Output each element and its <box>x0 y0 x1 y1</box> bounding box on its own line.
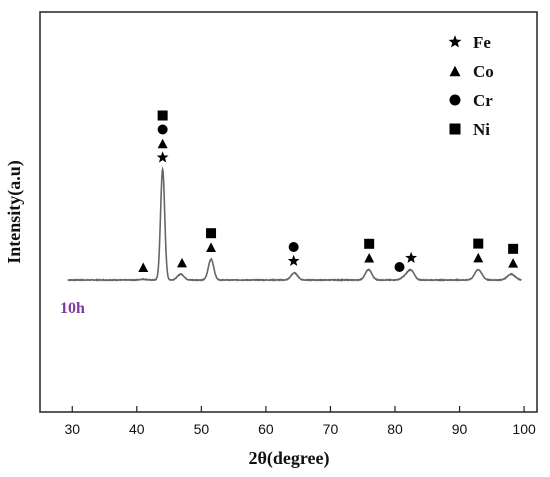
x-tick-label-80: 80 <box>387 421 403 437</box>
peak-marker-star <box>405 251 418 263</box>
x-tick-label-60: 60 <box>258 421 274 437</box>
legend-star-icon <box>448 35 462 48</box>
peak-marker-triangle <box>157 138 168 149</box>
peak-marker-triangle <box>508 258 519 268</box>
x-tick-label-40: 40 <box>129 421 145 437</box>
peak-marker-triangle <box>138 262 149 272</box>
x-tick-label-30: 30 <box>64 421 80 437</box>
legend-square-icon <box>449 123 461 135</box>
x-tick-label-100: 100 <box>512 421 536 437</box>
legend-label-co: Co <box>473 62 494 81</box>
peak-marker-square <box>206 228 217 239</box>
peak-marker-circle <box>157 124 168 135</box>
plot-frame <box>39 11 538 413</box>
legend-label-ni: Ni <box>473 120 490 139</box>
peak-marker-triangle <box>177 257 187 268</box>
peak-marker-circle <box>394 262 405 273</box>
peak-marker-square <box>508 243 519 254</box>
peak-marker-square <box>364 238 375 249</box>
legend-label-cr: Cr <box>473 91 493 110</box>
phase-annotations <box>138 110 519 273</box>
peak-marker-square <box>473 238 484 249</box>
x-axis-ticks: 30 40 50 60 70 80 90 100 <box>64 406 536 437</box>
legend-label-fe: Fe <box>473 33 491 52</box>
legend-circle-icon <box>449 94 461 106</box>
peak-marker-circle <box>288 241 299 252</box>
legend-triangle-icon <box>449 65 461 77</box>
peak-marker-star <box>156 151 169 163</box>
x-axis-title: 2θ(degree) <box>248 448 329 469</box>
peak-marker-triangle <box>206 242 217 252</box>
peak-marker-square <box>157 110 168 121</box>
xrd-pattern-line <box>67 166 522 282</box>
peak-marker-triangle <box>473 252 484 263</box>
peak-marker-triangle <box>364 253 375 263</box>
x-tick-label-50: 50 <box>194 421 210 437</box>
peak-marker-star <box>287 254 300 267</box>
y-axis-title: Intensity(a.u) <box>4 160 25 264</box>
x-tick-label-70: 70 <box>323 421 339 437</box>
x-tick-label-90: 90 <box>452 421 468 437</box>
legend: Fe Co Cr Ni <box>448 33 494 139</box>
series-label-10h: 10h <box>60 300 85 317</box>
